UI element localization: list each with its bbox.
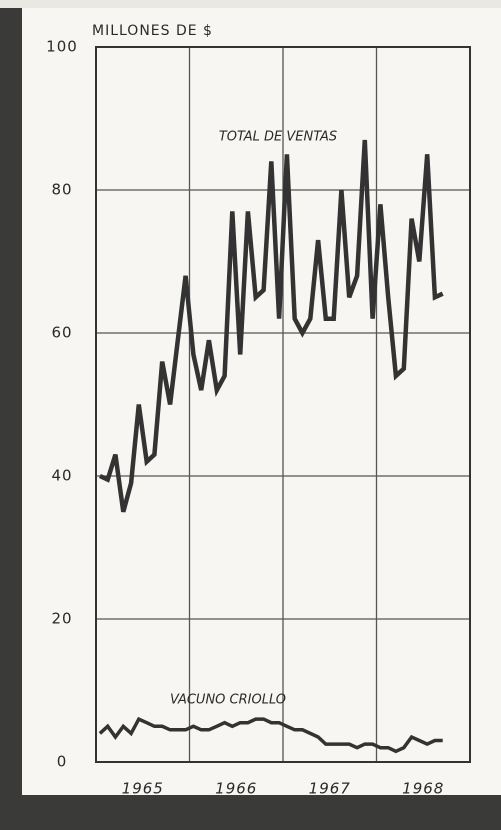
plot-frame [95,46,471,763]
y-tick-label: 80 [51,181,72,199]
series-line [98,716,443,754]
y-axis-label: MILLONES DE $ [92,23,213,39]
paper [22,0,501,795]
y-tick-label: 0 [57,753,68,771]
series-annotation: TOTAL DE VENTAS [219,130,337,145]
x-tick-label: 1967 [309,780,351,798]
series-annotation: VACUNO CRIOLLO [170,693,286,708]
y-tick-label: 60 [51,324,72,342]
x-tick-label: 1968 [402,780,444,798]
y-tick-label: 40 [51,467,72,485]
y-tick-label: 20 [51,610,72,628]
paper-top [0,0,501,8]
x-tick-label: 1965 [122,780,164,798]
x-tick-label: 1966 [215,780,257,798]
y-tick-label: 100 [46,38,78,56]
series-line [98,139,444,513]
